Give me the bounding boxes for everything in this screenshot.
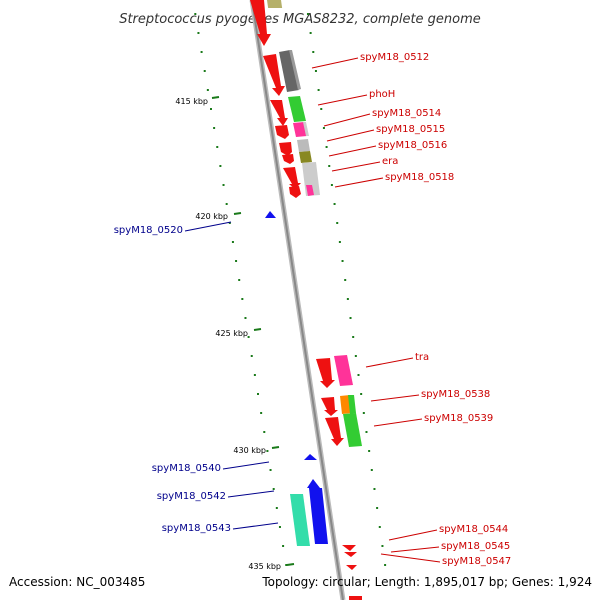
- gene-box[interactable]: [293, 122, 307, 137]
- gene-label[interactable]: spyM18_0540: [152, 463, 221, 474]
- gene-label[interactable]: spyM18_0542: [157, 491, 226, 502]
- gene-box[interactable]: [348, 395, 356, 414]
- gene-box[interactable]: [334, 355, 353, 386]
- tick-major: [211, 96, 220, 99]
- gene-label[interactable]: spyM18_0545: [441, 541, 510, 552]
- gene-arrow[interactable]: [342, 545, 356, 551]
- callout-line: [328, 145, 377, 157]
- gene-label[interactable]: spyM18_0518: [385, 172, 454, 183]
- gene-box[interactable]: [306, 185, 314, 196]
- gene-arrow[interactable]: [283, 167, 301, 189]
- gene-box[interactable]: [299, 151, 312, 163]
- gene-box[interactable]: [289, 50, 301, 90]
- scale-label: 425 kbp: [215, 329, 248, 338]
- gene-arrow[interactable]: [282, 154, 294, 164]
- gene-box[interactable]: [290, 494, 310, 546]
- gene-arrow[interactable]: [279, 142, 292, 156]
- gene-arrow[interactable]: [344, 552, 357, 557]
- gene-arrow[interactable]: [250, 0, 271, 46]
- callout-line: [388, 529, 438, 541]
- gene-arrow[interactable]: [289, 186, 301, 198]
- callout-line: [390, 546, 440, 553]
- callout-line: [317, 94, 368, 106]
- scale-label: 435 kbp: [248, 562, 281, 571]
- gene-arrow[interactable]: [270, 100, 288, 126]
- gene-box[interactable]: [279, 50, 299, 92]
- gene-arrow[interactable]: [321, 397, 338, 416]
- gene-arrow[interactable]: [346, 565, 357, 570]
- gene-label[interactable]: spyM18_0516: [378, 140, 447, 151]
- callout-line: [227, 490, 275, 498]
- gene-label[interactable]: spyM18_0547: [442, 556, 511, 567]
- genome-summary-text: Topology: circular; Length: 1,895,017 bp…: [261, 575, 592, 589]
- gene-arrow[interactable]: [275, 125, 289, 139]
- callout-line: [232, 522, 279, 530]
- gene-arrow[interactable]: [307, 479, 328, 544]
- gene-callouts: spyM18_0512 phoH spyM18_0514 spyM18_0515spy…: [114, 52, 512, 567]
- callout-line: [365, 357, 414, 368]
- tick-marks: [194, 13, 387, 566]
- callout-line: [311, 57, 359, 69]
- tick-major: [286, 563, 295, 566]
- gene-box[interactable]: [297, 139, 310, 152]
- gene-arrow[interactable]: [304, 454, 317, 460]
- gene-arrow[interactable]: [263, 54, 285, 96]
- gene-arrow[interactable]: [265, 211, 276, 218]
- gene-label[interactable]: spyM18_0538: [421, 389, 490, 400]
- callout-line: [184, 221, 232, 232]
- gene-arrow[interactable]: [316, 358, 335, 388]
- gene-arrow[interactable]: [325, 417, 344, 446]
- gene-box[interactable]: [303, 122, 309, 136]
- tick-major: [253, 328, 262, 331]
- gene-features: [250, 0, 362, 600]
- gene-label[interactable]: spyM18_0515: [376, 124, 445, 135]
- gene-box[interactable]: [288, 96, 306, 122]
- map-title: Streptococcus pyogenes MGAS8232, complet…: [119, 12, 481, 27]
- gene-label[interactable]: spyM18_0539: [424, 413, 493, 424]
- scale-label: 420 kbp: [195, 212, 228, 221]
- genome-backbone: [249, 0, 346, 600]
- gene-box[interactable]: [349, 596, 362, 600]
- tick-major: [271, 446, 280, 449]
- scale-labels: 415 kbp 420 kbp 425 kbp 430 kbp 435 kbp: [175, 97, 281, 571]
- gene-label[interactable]: spyM18_0520: [114, 225, 183, 236]
- gene-label[interactable]: era: [382, 156, 398, 167]
- tick-major: [233, 212, 242, 215]
- gene-label[interactable]: spyM18_0543: [162, 523, 231, 534]
- callout-line: [323, 113, 371, 127]
- scale-label: 430 kbp: [233, 446, 266, 455]
- accession-text: Accession: NC_003485: [9, 575, 145, 589]
- gene-label[interactable]: phoH: [369, 89, 395, 100]
- callout-line: [334, 177, 384, 188]
- gene-box[interactable]: [267, 0, 283, 8]
- callout-line: [370, 394, 420, 402]
- callout-line: [380, 553, 441, 563]
- callout-line: [222, 461, 270, 470]
- gene-label[interactable]: spyM18_0514: [372, 108, 441, 119]
- gene-label[interactable]: spyM18_0544: [439, 524, 508, 535]
- callout-line: [331, 161, 381, 172]
- callout-line: [326, 129, 375, 142]
- scale-label: 415 kbp: [175, 97, 208, 106]
- callout-line: [373, 418, 423, 427]
- gene-box[interactable]: [343, 413, 362, 447]
- gene-label[interactable]: spyM18_0512: [360, 52, 429, 63]
- gene-label[interactable]: tra: [415, 352, 429, 363]
